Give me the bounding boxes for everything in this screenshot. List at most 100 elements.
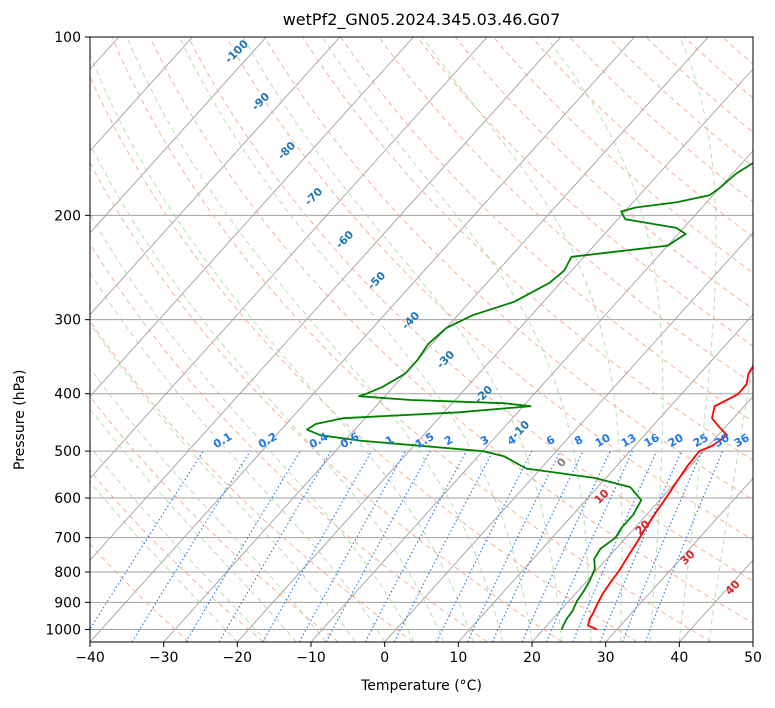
mixing-ratio-line xyxy=(599,450,682,642)
mixing-ratio-label: 2 xyxy=(442,433,455,448)
dry-adiabat xyxy=(378,37,753,385)
isotherm-line xyxy=(678,559,753,642)
moist-adiabat xyxy=(90,271,386,642)
moist-adiabat xyxy=(90,212,415,642)
y-tick-label: 600 xyxy=(54,491,81,507)
x-tick-label: 20 xyxy=(523,650,541,666)
moist-adiabat xyxy=(242,37,562,642)
dry-adiabat xyxy=(90,469,264,642)
dry-adiabat xyxy=(90,161,563,642)
mixing-ratio-line xyxy=(621,450,703,642)
moist-adiabat xyxy=(678,37,717,642)
y-tick-label: 700 xyxy=(54,531,81,547)
dry-adiabat-label: -80 xyxy=(275,139,298,162)
data-lines xyxy=(306,162,753,631)
x-axis-label: Temperature (°C) xyxy=(361,678,482,694)
mixing-ratio-label: 1 xyxy=(383,433,396,448)
dry-adiabat-label: -70 xyxy=(302,185,325,208)
moist-adiabat xyxy=(322,37,592,642)
dry-adiabat-label: -50 xyxy=(365,269,388,292)
isotherm-line xyxy=(90,37,562,561)
isotherm-line xyxy=(531,395,753,642)
axis-ticks: −40 −30 −20 −10 0 10 20 30 40 5010020030040050060… xyxy=(45,30,762,666)
dry-adiabat xyxy=(761,37,775,642)
mixing-ratio-line xyxy=(545,450,633,642)
moist-adiabat xyxy=(126,37,503,642)
line-labels: -100-90-80-70-60-50-40-30-20-10010203040… xyxy=(211,37,752,598)
dry-adiabat-label: 30 xyxy=(678,547,698,567)
x-tick-label: 50 xyxy=(744,650,762,666)
mixing-ratio-label: 6 xyxy=(544,433,557,448)
y-tick-label: 100 xyxy=(54,30,81,46)
dry-adiabat-label: 10 xyxy=(592,486,612,506)
dry-adiabat xyxy=(90,75,638,642)
dry-adiabat-label: -100 xyxy=(222,37,251,66)
isotherm-line xyxy=(90,37,267,234)
moist-adiabat xyxy=(178,37,533,642)
moist-adiabat xyxy=(708,358,753,642)
moist-adiabat xyxy=(90,142,445,642)
isotherm-line xyxy=(384,232,753,642)
y-tick-label: 500 xyxy=(54,444,81,460)
y-tick-label: 200 xyxy=(54,208,81,224)
isotherm-line xyxy=(90,37,635,642)
x-tick-label: −10 xyxy=(296,650,326,666)
dry-adiabat xyxy=(302,37,753,461)
isotherm-line xyxy=(457,313,753,642)
y-tick-label: 900 xyxy=(54,595,81,611)
y-tick-label: 300 xyxy=(54,313,81,329)
temperature-line xyxy=(587,364,753,631)
isotherm-line xyxy=(90,37,120,70)
x-tick-label: 10 xyxy=(449,650,467,666)
dry-adiabat xyxy=(493,37,753,274)
dry-adiabat xyxy=(149,37,753,624)
dry-adiabat xyxy=(454,37,753,310)
mixing-ratio-label: 0.1 xyxy=(211,430,234,451)
x-tick-label: 0 xyxy=(380,650,389,666)
moist-adiabat xyxy=(90,445,268,642)
isotherm-line xyxy=(236,68,753,642)
isotherm-line xyxy=(90,37,341,316)
background-lines xyxy=(0,37,775,642)
isotherm-line xyxy=(90,37,193,152)
mixing-ratio-line xyxy=(435,450,533,642)
moist-adiabat xyxy=(90,367,327,642)
mixing-ratio-line xyxy=(491,450,584,642)
mixing-ratio-label: 10 xyxy=(593,431,613,450)
moist-adiabat xyxy=(546,37,664,642)
isotherm-line xyxy=(605,477,753,642)
mixing-ratio-line xyxy=(467,450,561,642)
y-tick-label: 400 xyxy=(54,387,81,403)
dry-adiabat xyxy=(645,37,753,133)
dry-adiabat xyxy=(90,242,488,642)
mixing-ratio-label: 16 xyxy=(642,431,662,450)
moist-adiabat xyxy=(421,37,623,642)
dry-adiabat-label: -30 xyxy=(434,348,457,371)
moist-adiabat xyxy=(90,481,238,642)
isotherm-line xyxy=(90,37,414,398)
dry-adiabat xyxy=(90,543,190,642)
x-tick-label: −30 xyxy=(149,650,179,666)
isotherm-line xyxy=(0,37,45,642)
mixing-ratio-label: 0.4 xyxy=(307,430,331,451)
isotherm-line xyxy=(163,37,709,642)
dry-adiabat xyxy=(263,37,753,501)
x-tick-label: 40 xyxy=(670,650,688,666)
dry-adiabat xyxy=(90,395,339,642)
dry-adiabat xyxy=(111,37,712,642)
dry-adiabat xyxy=(225,37,753,541)
mixing-ratio-line xyxy=(364,450,467,642)
dry-adiabat xyxy=(531,37,753,238)
mixing-ratio-line xyxy=(131,450,251,642)
chart-title: wetPf2_GN05.2024.345.03.46.G07 xyxy=(282,10,561,29)
mixing-ratio-label: 36 xyxy=(732,431,752,450)
mixing-ratio-label: 3 xyxy=(478,433,491,448)
mixing-ratio-line xyxy=(644,450,724,642)
mixing-ratio-line xyxy=(262,450,373,642)
dry-adiabat xyxy=(416,37,753,347)
mixing-ratio-label: 30 xyxy=(712,431,732,450)
y-tick-label: 800 xyxy=(54,565,81,581)
mixing-ratio-label: 13 xyxy=(619,431,639,450)
dry-adiabat-label: 40 xyxy=(723,577,743,597)
